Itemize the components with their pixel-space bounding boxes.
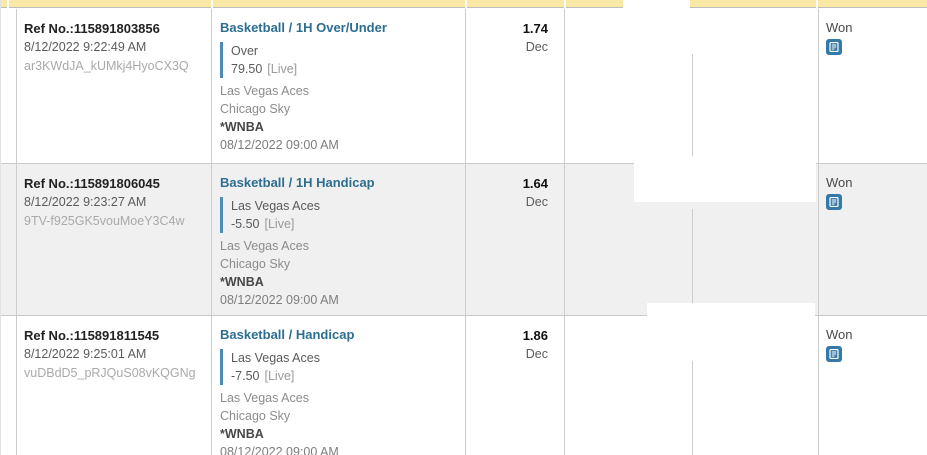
amounts-divider — [692, 361, 693, 455]
ref-cell: Ref No.:115891806045 8/12/2022 9:23:27 A… — [16, 164, 211, 315]
bet-slip-icon — [829, 349, 839, 359]
odds-value: 1.86 — [522, 328, 548, 343]
ref-number: Ref No.:115891811545 — [24, 328, 160, 343]
bet-slip-button[interactable] — [826, 346, 842, 362]
header-column-gap — [7, 0, 9, 8]
odds-format: Dec — [525, 195, 548, 209]
team-away: Chicago Sky — [220, 102, 291, 116]
selection-block: Las Vegas Aces -7.50 [Live] — [220, 349, 465, 385]
bet-id: vuDBdD5_pRJQuS08vKQGNg — [24, 366, 196, 380]
header-column-gap — [564, 0, 566, 8]
amounts-divider — [692, 54, 693, 163]
event-time: 08/12/2022 09:00 AM — [220, 138, 339, 152]
selection-line: -7.50 [Live] — [231, 367, 465, 385]
selection-value: 79.50 — [231, 62, 263, 76]
ref-cell: Ref No.:115891803856 8/12/2022 9:22:49 A… — [16, 9, 211, 163]
selection-value: -7.50 — [231, 369, 260, 383]
row-margin-cell — [1, 164, 16, 315]
league-label: *WNBA — [220, 427, 264, 441]
selection-line: 79.50 [Live] — [231, 60, 465, 78]
ref-cell: Ref No.:115891811545 8/12/2022 9:25:01 A… — [16, 316, 211, 455]
league-label: *WNBA — [220, 120, 264, 134]
bet-details-cell: Basketball / Handicap Las Vegas Aces -7.… — [211, 316, 465, 455]
selection-line: -5.50 [Live] — [231, 215, 465, 233]
event-time: 08/12/2022 09:00 AM — [220, 293, 339, 307]
header-column-gap — [816, 0, 818, 8]
live-tag: [Live] — [264, 369, 295, 383]
live-tag: [Live] — [264, 217, 295, 231]
odds-format: Dec — [525, 40, 548, 54]
odds-format: Dec — [525, 347, 548, 361]
bet-slip-icon — [829, 42, 839, 52]
bet-id: 9TV-f925GK5vouMoeY3C4w — [24, 214, 185, 228]
bet-details-cell: Basketball / 1H Over/Under Over 79.50 [Li… — [211, 9, 465, 163]
selection-value: -5.50 — [231, 217, 260, 231]
teams-block: Las Vegas Aces Chicago Sky — [220, 82, 465, 118]
header-column-gap — [465, 0, 467, 8]
amounts-cell — [564, 316, 818, 455]
odds-value: 1.74 — [522, 21, 548, 36]
table-header-strip — [1, 0, 927, 8]
odds-cell: 1.64 Dec — [465, 164, 564, 315]
live-tag: [Live] — [267, 62, 298, 76]
redaction-box — [623, 0, 690, 50]
ref-number: Ref No.:115891806045 — [24, 176, 160, 191]
selection-pick: Las Vegas Aces — [231, 351, 320, 365]
odds-value: 1.64 — [522, 176, 548, 191]
selection-pick: Las Vegas Aces — [231, 199, 320, 213]
amounts-divider — [692, 209, 693, 315]
teams-block: Las Vegas Aces Chicago Sky — [220, 237, 465, 273]
status-cell: Won — [818, 164, 927, 315]
selection-pick: Over — [231, 44, 259, 58]
status-cell: Won — [818, 316, 927, 455]
market-link[interactable]: Basketball / 1H Handicap — [220, 175, 375, 190]
redaction-box — [634, 156, 816, 202]
selection-block: Over 79.50 [Live] — [220, 42, 465, 78]
placed-datetime: 8/12/2022 9:22:49 AM — [24, 40, 147, 54]
amounts-cell — [564, 9, 818, 163]
teams-block: Las Vegas Aces Chicago Sky — [220, 389, 465, 425]
amounts-cell — [564, 164, 818, 315]
league-label: *WNBA — [220, 275, 264, 289]
selection-block: Las Vegas Aces -5.50 [Live] — [220, 197, 465, 233]
bet-id: ar3KWdJA_kUMkj4HyoCX3Q — [24, 59, 189, 73]
odds-cell: 1.74 Dec — [465, 9, 564, 163]
team-away: Chicago Sky — [220, 257, 291, 271]
team-away: Chicago Sky — [220, 409, 291, 423]
placed-datetime: 8/12/2022 9:23:27 AM — [24, 195, 147, 209]
team-home: Las Vegas Aces — [220, 239, 309, 253]
bet-details-cell: Basketball / 1H Handicap Las Vegas Aces … — [211, 164, 465, 315]
bet-slip-icon — [829, 197, 839, 207]
bet-row: Ref No.:115891811545 8/12/2022 9:25:01 A… — [1, 315, 927, 455]
team-home: Las Vegas Aces — [220, 84, 309, 98]
status-label: Won — [826, 20, 853, 35]
status-label: Won — [826, 327, 853, 342]
row-margin-cell — [1, 316, 16, 455]
team-home: Las Vegas Aces — [220, 391, 309, 405]
bet-slip-button[interactable] — [826, 39, 842, 55]
bet-slip-button[interactable] — [826, 194, 842, 210]
placed-datetime: 8/12/2022 9:25:01 AM — [24, 347, 147, 361]
odds-cell: 1.86 Dec — [465, 316, 564, 455]
event-time: 08/12/2022 09:00 AM — [220, 445, 339, 455]
ref-number: Ref No.:115891803856 — [24, 21, 160, 36]
market-link[interactable]: Basketball / 1H Over/Under — [220, 20, 387, 35]
header-column-gap — [211, 0, 213, 8]
status-cell: Won — [818, 9, 927, 163]
status-label: Won — [826, 175, 853, 190]
market-link[interactable]: Basketball / Handicap — [220, 327, 355, 342]
redaction-box — [647, 303, 815, 319]
row-margin-cell — [1, 9, 16, 163]
bet-row: Ref No.:115891803856 8/12/2022 9:22:49 A… — [1, 9, 927, 163]
